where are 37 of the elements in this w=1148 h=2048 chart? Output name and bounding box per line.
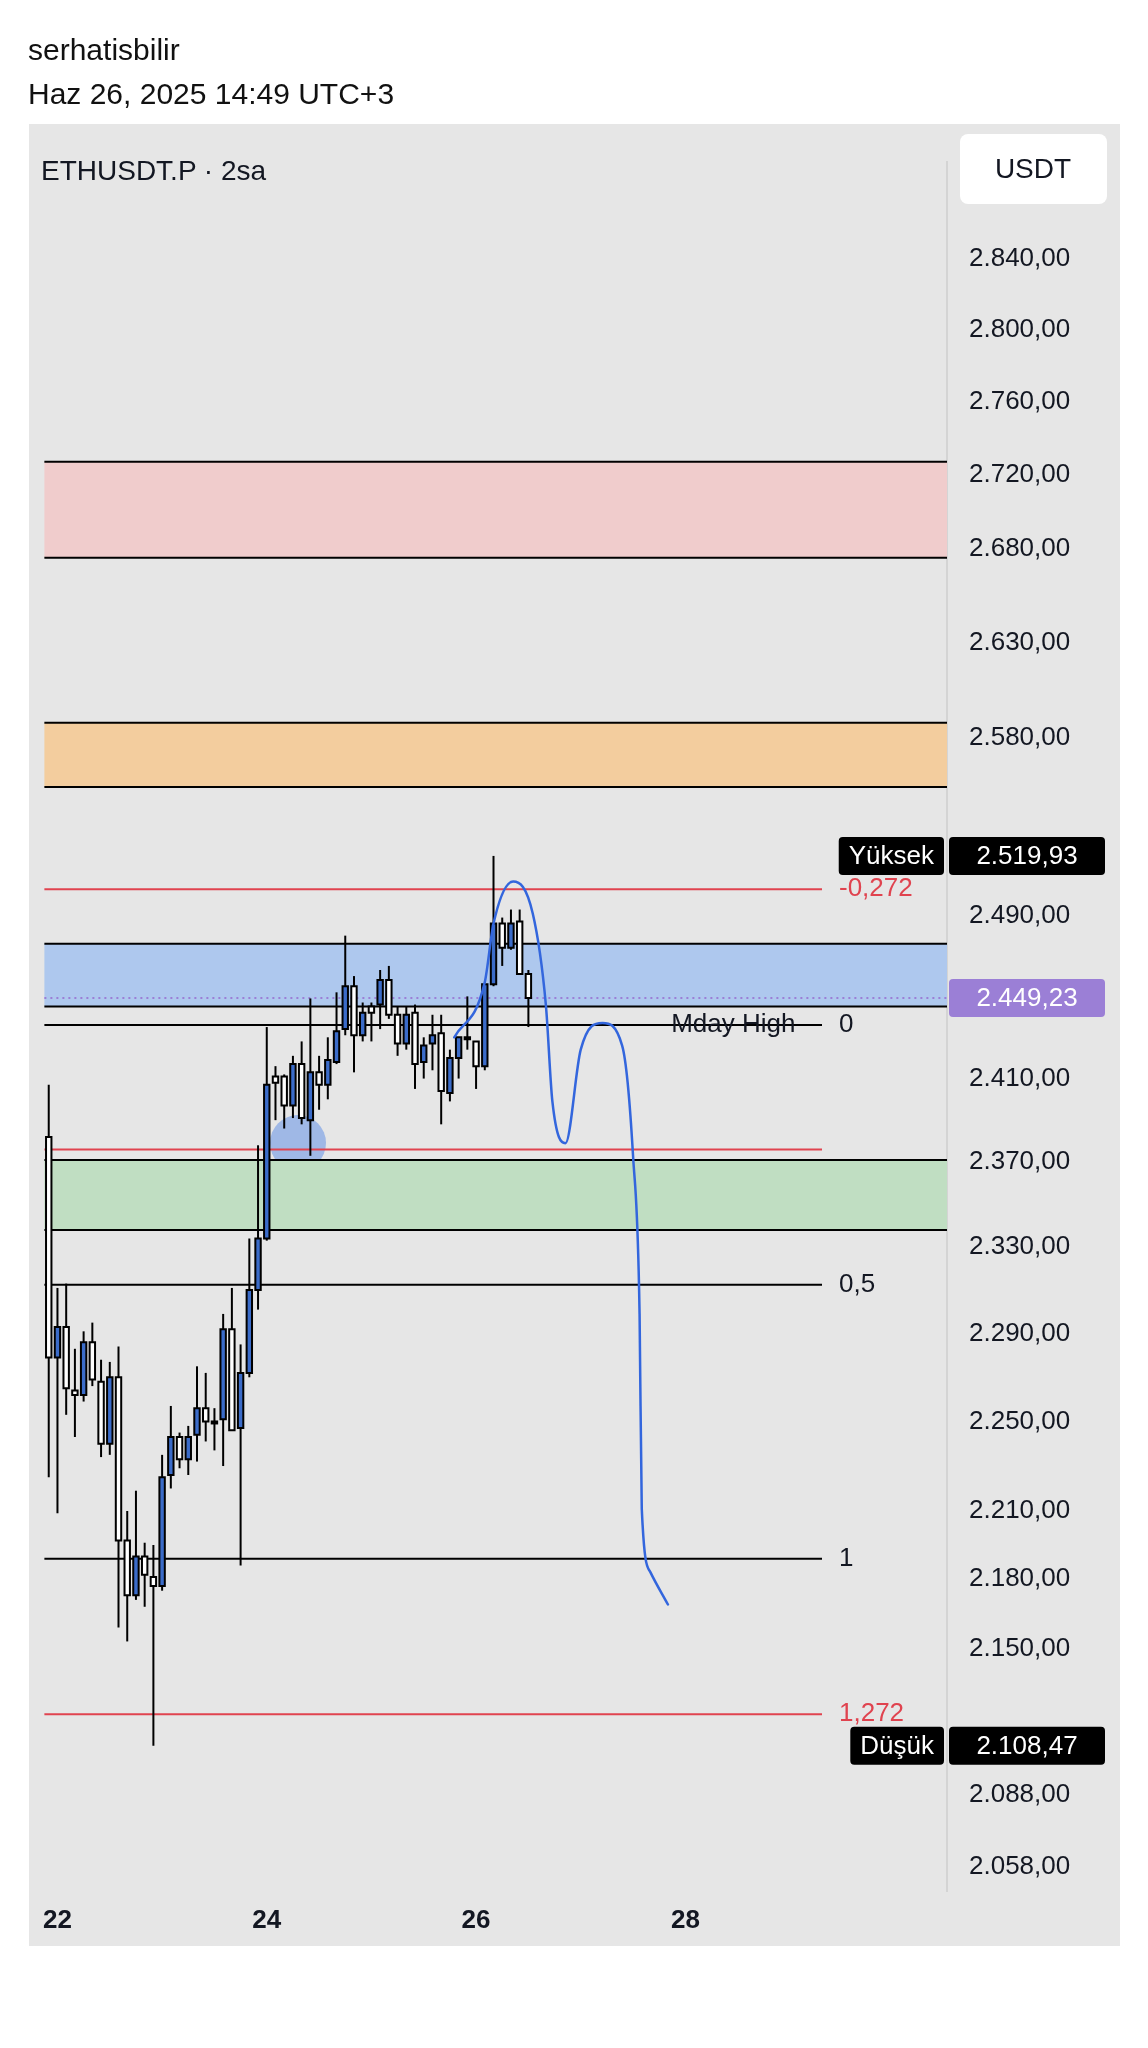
y-tick-label: 2.490,00: [969, 898, 1071, 929]
annotation: 1,272: [839, 1697, 905, 1728]
annotation: Düşük: [860, 1729, 935, 1760]
y-axis-title: USDT: [994, 152, 1072, 184]
y-tick-label: 2.720,00: [969, 457, 1071, 488]
y-tick-label: 2.840,00: [969, 242, 1071, 273]
y-tick-label: 2.058,00: [969, 1849, 1071, 1880]
y-tick-label: 2.370,00: [969, 1145, 1071, 1176]
y-tick-label: 2.410,00: [969, 1061, 1071, 1092]
text: serhatisbilir: [28, 32, 181, 68]
y-tick-label: 2.580,00: [969, 721, 1071, 752]
y-tick-label: 2.330,00: [969, 1230, 1071, 1261]
y-tick-label: 2.250,00: [969, 1404, 1071, 1435]
y-tick-label: 2.088,00: [969, 1777, 1071, 1808]
chart-title: ETHUSDT.P · 2sa: [41, 154, 267, 186]
y-tick-label: 2.800,00: [969, 313, 1071, 344]
annotation: 1: [839, 1541, 854, 1572]
annotation: Yüksek: [848, 840, 935, 871]
y-tick-label: 2.290,00: [969, 1316, 1071, 1347]
y-tick-label: 2.630,00: [969, 625, 1071, 656]
text: 2.519,93: [976, 840, 1078, 871]
text: Haz 26, 2025 14:49 UTC+3: [28, 76, 395, 112]
x-tick-label: 22: [43, 1903, 72, 1934]
y-tick-label: 2.680,00: [969, 531, 1071, 562]
text: 2.108,47: [976, 1729, 1078, 1760]
line-series: [453, 880, 670, 1606]
annotation: 0,5: [839, 1267, 876, 1298]
x-tick-label: 24: [252, 1903, 282, 1934]
ref-line-label: 2.449,23: [976, 982, 1078, 1013]
y-tick-label: 2.760,00: [969, 384, 1071, 415]
y-tick-label: 2.210,00: [969, 1494, 1071, 1525]
y-tick-label: 2.150,00: [969, 1631, 1071, 1662]
annotation: 0: [839, 1008, 854, 1039]
y-tick-label: 2.180,00: [969, 1562, 1071, 1593]
annotation: -0,272: [839, 872, 913, 903]
x-tick-label: 28: [670, 1903, 700, 1934]
x-tick-label: 26: [461, 1903, 491, 1934]
